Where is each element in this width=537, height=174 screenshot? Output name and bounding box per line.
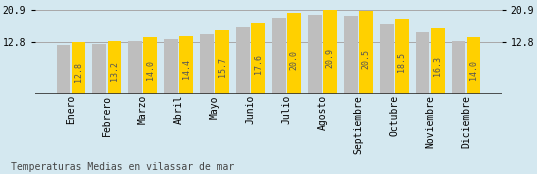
Bar bbox=[272, 18, 286, 94]
Bar bbox=[287, 13, 301, 94]
Text: 16.3: 16.3 bbox=[433, 56, 442, 76]
Bar bbox=[344, 16, 358, 94]
Bar bbox=[395, 19, 409, 94]
Text: 13.2: 13.2 bbox=[110, 61, 119, 81]
Text: 18.5: 18.5 bbox=[397, 52, 407, 72]
Bar bbox=[431, 28, 445, 94]
Text: 15.7: 15.7 bbox=[217, 57, 227, 77]
Bar bbox=[380, 24, 394, 94]
Bar bbox=[452, 41, 466, 94]
Bar bbox=[416, 32, 430, 94]
Bar bbox=[236, 27, 250, 94]
Bar bbox=[164, 39, 178, 94]
Bar bbox=[359, 11, 373, 94]
Text: 20.9: 20.9 bbox=[325, 48, 335, 68]
Bar bbox=[215, 30, 229, 94]
Bar bbox=[56, 45, 70, 94]
Text: 14.4: 14.4 bbox=[182, 59, 191, 79]
Text: 12.8: 12.8 bbox=[74, 62, 83, 82]
Text: 17.6: 17.6 bbox=[253, 54, 263, 74]
Bar bbox=[467, 37, 481, 94]
Text: 14.0: 14.0 bbox=[146, 60, 155, 80]
Text: 20.0: 20.0 bbox=[289, 50, 299, 70]
Bar bbox=[128, 41, 142, 94]
Bar bbox=[251, 23, 265, 94]
Bar bbox=[71, 42, 85, 94]
Text: Temperaturas Medias en vilassar de mar: Temperaturas Medias en vilassar de mar bbox=[11, 162, 234, 172]
Bar bbox=[143, 37, 157, 94]
Text: 20.5: 20.5 bbox=[361, 49, 371, 69]
Bar bbox=[323, 10, 337, 94]
Bar bbox=[107, 41, 121, 94]
Bar bbox=[200, 34, 214, 94]
Bar bbox=[92, 44, 106, 94]
Bar bbox=[308, 15, 322, 94]
Text: 14.0: 14.0 bbox=[469, 60, 478, 80]
Bar bbox=[179, 36, 193, 94]
